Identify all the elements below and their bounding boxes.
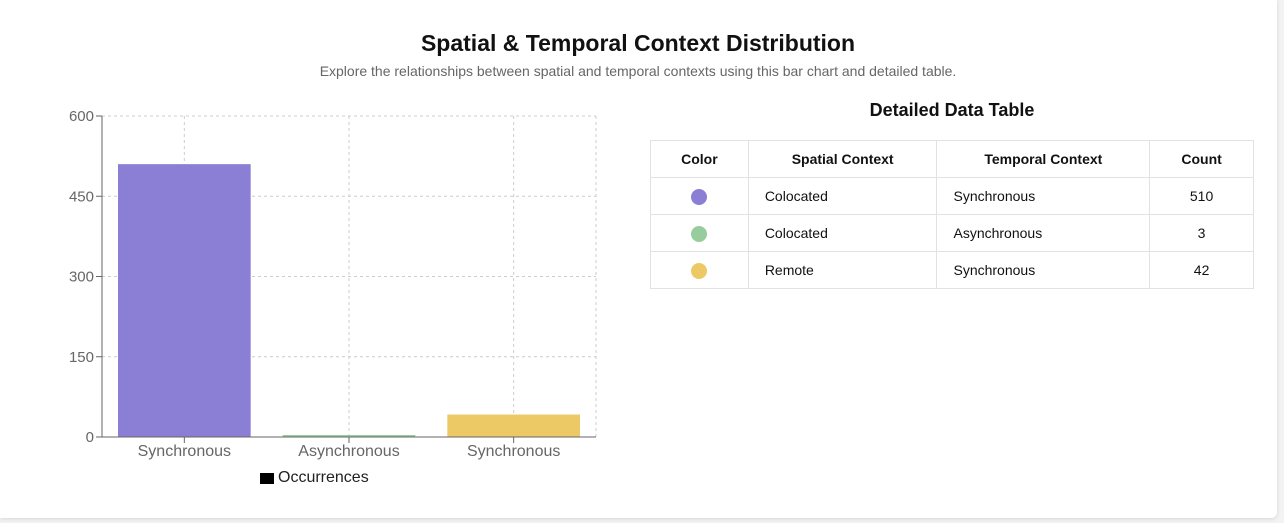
color-dot [691,225,708,242]
bar [282,435,416,437]
column-header-color: Color [650,140,749,178]
column-header-count: Count [1149,140,1254,178]
spatial-cell: Remote [747,251,938,289]
legend-label: Occurrences [278,469,369,486]
column-header-spatial: Spatial Context [747,140,938,178]
color-cell [650,214,749,252]
table-row: Colocated Synchronous 510 [650,177,1254,215]
y-tick-label: 300 [69,269,94,286]
y-tick-label: 600 [69,108,94,125]
table-title: Detailed Data Table [869,100,1035,120]
count-cell: 42 [1149,251,1254,289]
x-tick-label: Synchronous [467,443,560,460]
x-tick-label: Asynchronous [298,443,399,460]
y-tick-label: 450 [69,188,94,205]
page-title: Spatial & Temporal Context Distribution [420,30,856,56]
page-subtitle: Explore the relationships between spatia… [319,63,957,79]
count-cell: 510 [1149,177,1254,215]
bar [447,414,580,437]
y-tick-label: 0 [86,429,94,446]
bar [118,164,251,437]
temporal-cell: Asynchronous [936,214,1151,252]
legend-swatch [260,472,274,484]
spatial-cell: Colocated [747,214,938,252]
bar-chart: 0 150 300 450 600 Synchronous Asynchronous Sync… [69,108,597,460]
color-cell [650,177,749,215]
table-header-row: Color Spatial Context Temporal Context C… [650,140,1254,178]
chart-legend[interactable]: Occurrences [260,469,369,487]
count-cell: 3 [1149,214,1254,252]
data-table: Color Spatial Context Temporal Context C… [650,140,1254,289]
y-tick-label: 150 [69,349,94,366]
temporal-cell: Synchronous [936,251,1151,289]
x-tick-label: Synchronous [138,443,231,460]
table-row: Colocated Asynchronous 3 [650,214,1254,252]
color-dot [691,262,708,279]
temporal-cell: Synchronous [936,177,1151,215]
spatial-cell: Colocated [747,177,938,215]
column-header-temporal: Temporal Context [936,140,1151,178]
color-cell [650,251,749,289]
color-dot [691,188,708,205]
table-row: Remote Synchronous 42 [650,251,1254,289]
